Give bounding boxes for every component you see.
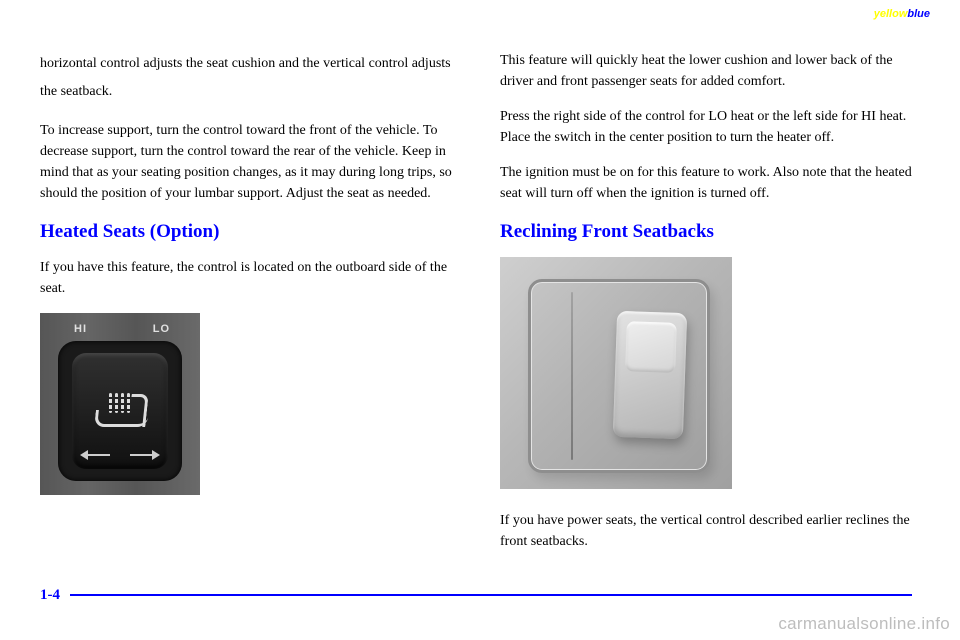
recline-bezel <box>528 279 710 473</box>
w: adjusts <box>412 56 451 71</box>
heated-desc-1: This feature will quickly heat the lower… <box>500 50 920 92</box>
right-column: This feature will quickly heat the lower… <box>500 50 920 566</box>
left-column: horizontal control adjusts the seat cush… <box>40 50 460 566</box>
w: vertical <box>323 56 365 71</box>
switch-label-lo: LO <box>153 321 170 338</box>
heated-seat-icon <box>93 389 147 433</box>
heated-seat-switch-image: HI LO <box>40 313 200 495</box>
w: adjusts <box>143 56 182 71</box>
heated-seats-heading: Heated Seats (Option) <box>40 218 460 247</box>
lumbar-para-1: horizontal control adjusts the seat cush… <box>40 50 460 106</box>
mark-yellow: yellow <box>874 8 908 20</box>
mark-blue: blue <box>907 8 930 20</box>
watermark-text: carmanualsonline.info <box>778 614 950 634</box>
switch-bezel <box>58 341 182 481</box>
switch-arrows-icon <box>82 451 158 459</box>
footer-rule <box>70 594 912 596</box>
w: cushion <box>232 56 276 71</box>
manual-page: yellowblue horizontal control adjusts th… <box>0 0 960 640</box>
reclining-heading: Reclining Front Seatbacks <box>500 218 920 247</box>
switch-rocker <box>72 353 168 469</box>
w: control <box>100 56 140 71</box>
lumbar-para-2: To increase support, turn the control to… <box>40 120 460 204</box>
w: seatback. <box>61 84 113 99</box>
w: control <box>369 56 409 71</box>
w: the <box>40 84 57 99</box>
w: horizontal <box>40 56 97 71</box>
w: and <box>279 56 299 71</box>
heated-desc-2: Press the right side of the control for … <box>500 106 920 148</box>
heated-desc-3: The ignition must be on for this feature… <box>500 162 920 204</box>
switch-label-hi: HI <box>74 321 87 338</box>
w: the <box>186 56 203 71</box>
recline-desc: If you have power seats, the vertical co… <box>500 510 920 552</box>
heated-seats-intro: If you have this feature, the control is… <box>40 257 460 299</box>
recline-control-figure <box>500 257 920 496</box>
content-columns: horizontal control adjusts the seat cush… <box>40 50 920 566</box>
recline-control-image <box>500 257 732 489</box>
w: the <box>302 56 319 71</box>
recline-switch-knob <box>613 310 687 438</box>
heated-seat-switch-figure: HI LO <box>40 313 460 502</box>
color-mark: yellowblue <box>874 8 930 20</box>
page-footer: 1-4 <box>40 586 920 604</box>
page-number: 1-4 <box>40 587 60 603</box>
w: seat <box>206 56 228 71</box>
